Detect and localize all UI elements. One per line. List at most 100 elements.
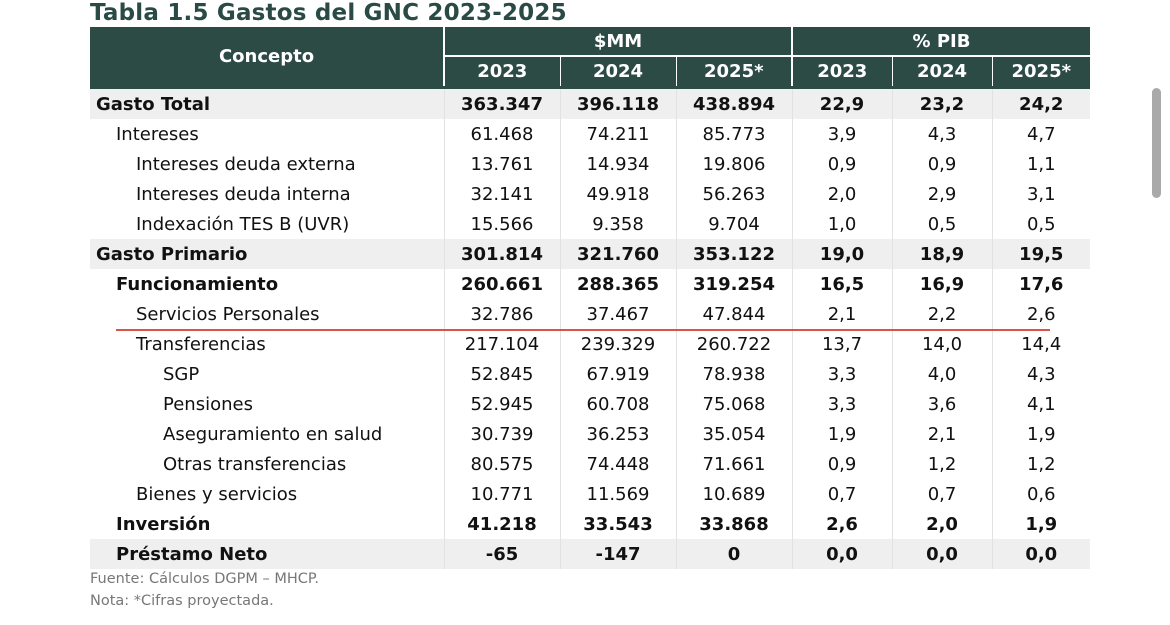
cell-pib-2025: 17,6 [991, 269, 1091, 299]
cell-pib-2023: 1,0 [791, 209, 893, 239]
cell-mm-2024: 60.708 [559, 389, 676, 419]
cell-mm-2023: 30.739 [443, 419, 560, 449]
cell-mm-2024: 14.934 [559, 149, 676, 179]
cell-pib-2024: 4,3 [891, 119, 993, 149]
cell-mm-2024: 37.467 [559, 299, 676, 329]
cell-mm-2024: -147 [559, 539, 676, 569]
table-title: Tabla 1.5 Gastos del GNC 2023-2025 [90, 0, 567, 26]
row-label: Funcionamiento [116, 273, 279, 295]
cell-pib-2025: 1,2 [991, 449, 1091, 479]
header-mm-2025: 2025* [675, 56, 793, 88]
cell-mm-2024: 321.760 [559, 239, 676, 269]
cell-mm-2023: -65 [443, 539, 560, 569]
header-pib-2025: 2025* [991, 56, 1091, 88]
cell-mm-2025: 438.894 [675, 86, 793, 119]
row-label: Otras transferencias [163, 453, 347, 475]
cell-mm-2025: 75.068 [675, 389, 793, 419]
cell-pib-2023: 0,9 [791, 149, 893, 179]
cell-mm-2023: 217.104 [443, 329, 560, 359]
cell-pib-2025: 14,4 [991, 329, 1091, 359]
cell-mm-2023: 61.468 [443, 119, 560, 149]
table-row: Préstamo Neto -65 -147 0 0,0 0,0 0,0 [90, 539, 1091, 569]
row-label: Aseguramiento en salud [163, 423, 383, 445]
expenditure-table: Concepto $MM % PIB 2023 2024 2025* 2023 … [90, 27, 1091, 569]
cell-pib-2025: 0,6 [991, 479, 1091, 509]
cell-mm-2024: 74.448 [559, 449, 676, 479]
row-label: Inversión [116, 513, 211, 535]
cell-mm-2024: 36.253 [559, 419, 676, 449]
cell-mm-2025: 260.722 [675, 329, 793, 359]
cell-mm-2025: 19.806 [675, 149, 793, 179]
cell-mm-2025: 0 [675, 539, 793, 569]
cell-pib-2025: 1,9 [991, 509, 1091, 539]
cell-mm-2024: 11.569 [559, 479, 676, 509]
table-row: Servicios Personales 32.786 37.467 47.84… [90, 299, 1091, 329]
cell-mm-2025: 47.844 [675, 299, 793, 329]
header-group-pib: % PIB [791, 27, 1091, 57]
table-row: Intereses deuda interna 32.141 49.918 56… [90, 179, 1091, 209]
table-row: Gasto Total 363.347 396.118 438.894 22,9… [90, 86, 1091, 119]
cell-mm-2023: 363.347 [443, 86, 560, 119]
cell-pib-2024: 0,0 [891, 539, 993, 569]
red-underline-annotation [116, 329, 1050, 331]
cell-mm-2023: 41.218 [443, 509, 560, 539]
row-label: Intereses deuda externa [136, 153, 356, 175]
cell-pib-2025: 0,5 [991, 209, 1091, 239]
cell-pib-2023: 2,0 [791, 179, 893, 209]
row-label: Gasto Primario [90, 239, 444, 269]
row-label: Intereses [116, 123, 199, 145]
cell-pib-2023: 2,6 [791, 509, 893, 539]
cell-mm-2024: 74.211 [559, 119, 676, 149]
cell-pib-2025: 1,9 [991, 419, 1091, 449]
table-row: Intereses 61.468 74.211 85.773 3,9 4,3 4… [90, 119, 1091, 149]
cell-mm-2024: 9.358 [559, 209, 676, 239]
table-row: SGP 52.845 67.919 78.938 3,3 4,0 4,3 [90, 359, 1091, 389]
cell-pib-2023: 3,3 [791, 389, 893, 419]
table-row: Gasto Primario 301.814 321.760 353.122 1… [90, 239, 1091, 269]
row-label: Transferencias [136, 333, 266, 355]
cell-mm-2023: 32.141 [443, 179, 560, 209]
cell-mm-2024: 288.365 [559, 269, 676, 299]
table-row: Indexación TES B (UVR) 15.566 9.358 9.70… [90, 209, 1091, 239]
row-label: Gasto Total [90, 86, 444, 119]
cell-mm-2023: 52.945 [443, 389, 560, 419]
cell-pib-2023: 0,9 [791, 449, 893, 479]
cell-mm-2025: 33.868 [675, 509, 793, 539]
cell-mm-2025: 85.773 [675, 119, 793, 149]
header-pib-2023: 2023 [791, 56, 893, 88]
cell-mm-2023: 80.575 [443, 449, 560, 479]
cell-pib-2023: 0,0 [791, 539, 893, 569]
cell-pib-2025: 4,1 [991, 389, 1091, 419]
cell-mm-2024: 67.919 [559, 359, 676, 389]
cell-pib-2024: 1,2 [891, 449, 993, 479]
cell-pib-2024: 3,6 [891, 389, 993, 419]
cell-pib-2024: 23,2 [891, 86, 993, 119]
row-label: Servicios Personales [136, 303, 320, 325]
cell-pib-2023: 22,9 [791, 86, 893, 119]
cell-mm-2024: 33.543 [559, 509, 676, 539]
cell-mm-2025: 9.704 [675, 209, 793, 239]
cell-pib-2023: 19,0 [791, 239, 893, 269]
scrollbar-thumb[interactable] [1152, 88, 1161, 198]
cell-pib-2024: 2,9 [891, 179, 993, 209]
table-row: Pensiones 52.945 60.708 75.068 3,3 3,6 4… [90, 389, 1091, 419]
cell-mm-2023: 10.771 [443, 479, 560, 509]
table-row: Transferencias 217.104 239.329 260.722 1… [90, 329, 1091, 359]
cell-pib-2023: 0,7 [791, 479, 893, 509]
row-label: Préstamo Neto [90, 539, 444, 569]
cell-pib-2025: 24,2 [991, 86, 1091, 119]
cell-pib-2025: 4,3 [991, 359, 1091, 389]
table-row: Funcionamiento 260.661 288.365 319.254 1… [90, 269, 1091, 299]
cell-pib-2025: 3,1 [991, 179, 1091, 209]
cell-pib-2025: 19,5 [991, 239, 1091, 269]
cell-mm-2024: 396.118 [559, 86, 676, 119]
cell-mm-2025: 353.122 [675, 239, 793, 269]
row-label: Indexación TES B (UVR) [136, 213, 350, 235]
footnote: Nota: *Cifras proyectada. [90, 593, 274, 609]
cell-mm-2023: 52.845 [443, 359, 560, 389]
cell-pib-2024: 2,2 [891, 299, 993, 329]
cell-mm-2023: 32.786 [443, 299, 560, 329]
row-label: Pensiones [163, 393, 253, 415]
cell-pib-2025: 1,1 [991, 149, 1091, 179]
cell-pib-2024: 18,9 [891, 239, 993, 269]
